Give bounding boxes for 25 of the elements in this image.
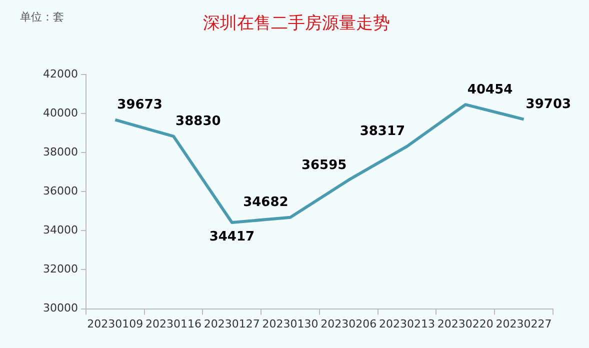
data-label: 38317 <box>360 124 406 140</box>
text: 单位：套 <box>20 10 64 24</box>
x-tick-label: 20230213 <box>379 317 436 330</box>
y-tick-label: 38000 <box>42 145 78 158</box>
y-tick-label: 32000 <box>42 262 78 276</box>
data-label: 36595 <box>301 158 347 173</box>
y-tick-label: 34000 <box>42 224 78 237</box>
data-label: 34682 <box>243 195 288 210</box>
x-tick-label: 20230206 <box>320 317 377 330</box>
y-tick-label: 42000 <box>42 67 78 80</box>
data-label: 34417 <box>209 229 255 244</box>
data-label: 38830 <box>176 114 221 130</box>
x-tick-label: 20230127 <box>204 317 260 330</box>
y-tick-label: 36000 <box>42 184 78 198</box>
data-label: 40454 <box>467 82 513 98</box>
x-tick-label: 20230130 <box>262 317 318 330</box>
data-label: 39703 <box>526 97 572 112</box>
x-tick-label: 20230220 <box>437 317 494 330</box>
x-tick-label: 20230227 <box>496 317 552 330</box>
y-tick-label: 30000 <box>42 302 78 315</box>
x-tick-label: 20230109 <box>87 317 144 330</box>
data-label: 39673 <box>117 98 162 113</box>
chart-title: 深圳在售二手房源量走势 <box>203 14 390 34</box>
y-tick-label: 40000 <box>42 106 78 120</box>
x-tick-label: 20230116 <box>146 317 202 330</box>
